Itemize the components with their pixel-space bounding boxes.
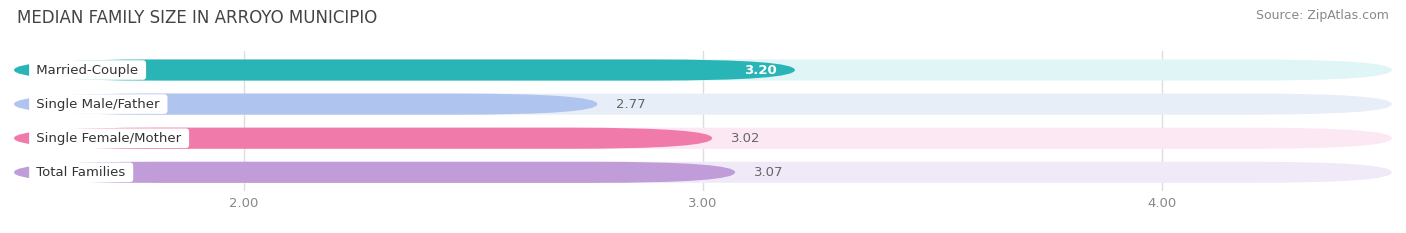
FancyBboxPatch shape <box>14 59 794 81</box>
Text: 3.07: 3.07 <box>754 166 783 179</box>
Text: Married-Couple: Married-Couple <box>32 64 143 76</box>
Text: 2.77: 2.77 <box>616 98 645 111</box>
FancyBboxPatch shape <box>14 93 598 115</box>
FancyBboxPatch shape <box>14 128 713 149</box>
FancyBboxPatch shape <box>14 59 1392 81</box>
Text: MEDIAN FAMILY SIZE IN ARROYO MUNICIPIO: MEDIAN FAMILY SIZE IN ARROYO MUNICIPIO <box>17 9 377 27</box>
FancyBboxPatch shape <box>14 162 1392 183</box>
Text: 3.20: 3.20 <box>744 64 776 76</box>
Text: Single Male/Father: Single Male/Father <box>32 98 165 111</box>
FancyBboxPatch shape <box>14 93 1392 115</box>
Text: Total Families: Total Families <box>32 166 129 179</box>
FancyBboxPatch shape <box>14 162 735 183</box>
FancyBboxPatch shape <box>14 128 1392 149</box>
Text: Source: ZipAtlas.com: Source: ZipAtlas.com <box>1256 9 1389 22</box>
Text: Single Female/Mother: Single Female/Mother <box>32 132 186 145</box>
Text: 3.02: 3.02 <box>731 132 761 145</box>
